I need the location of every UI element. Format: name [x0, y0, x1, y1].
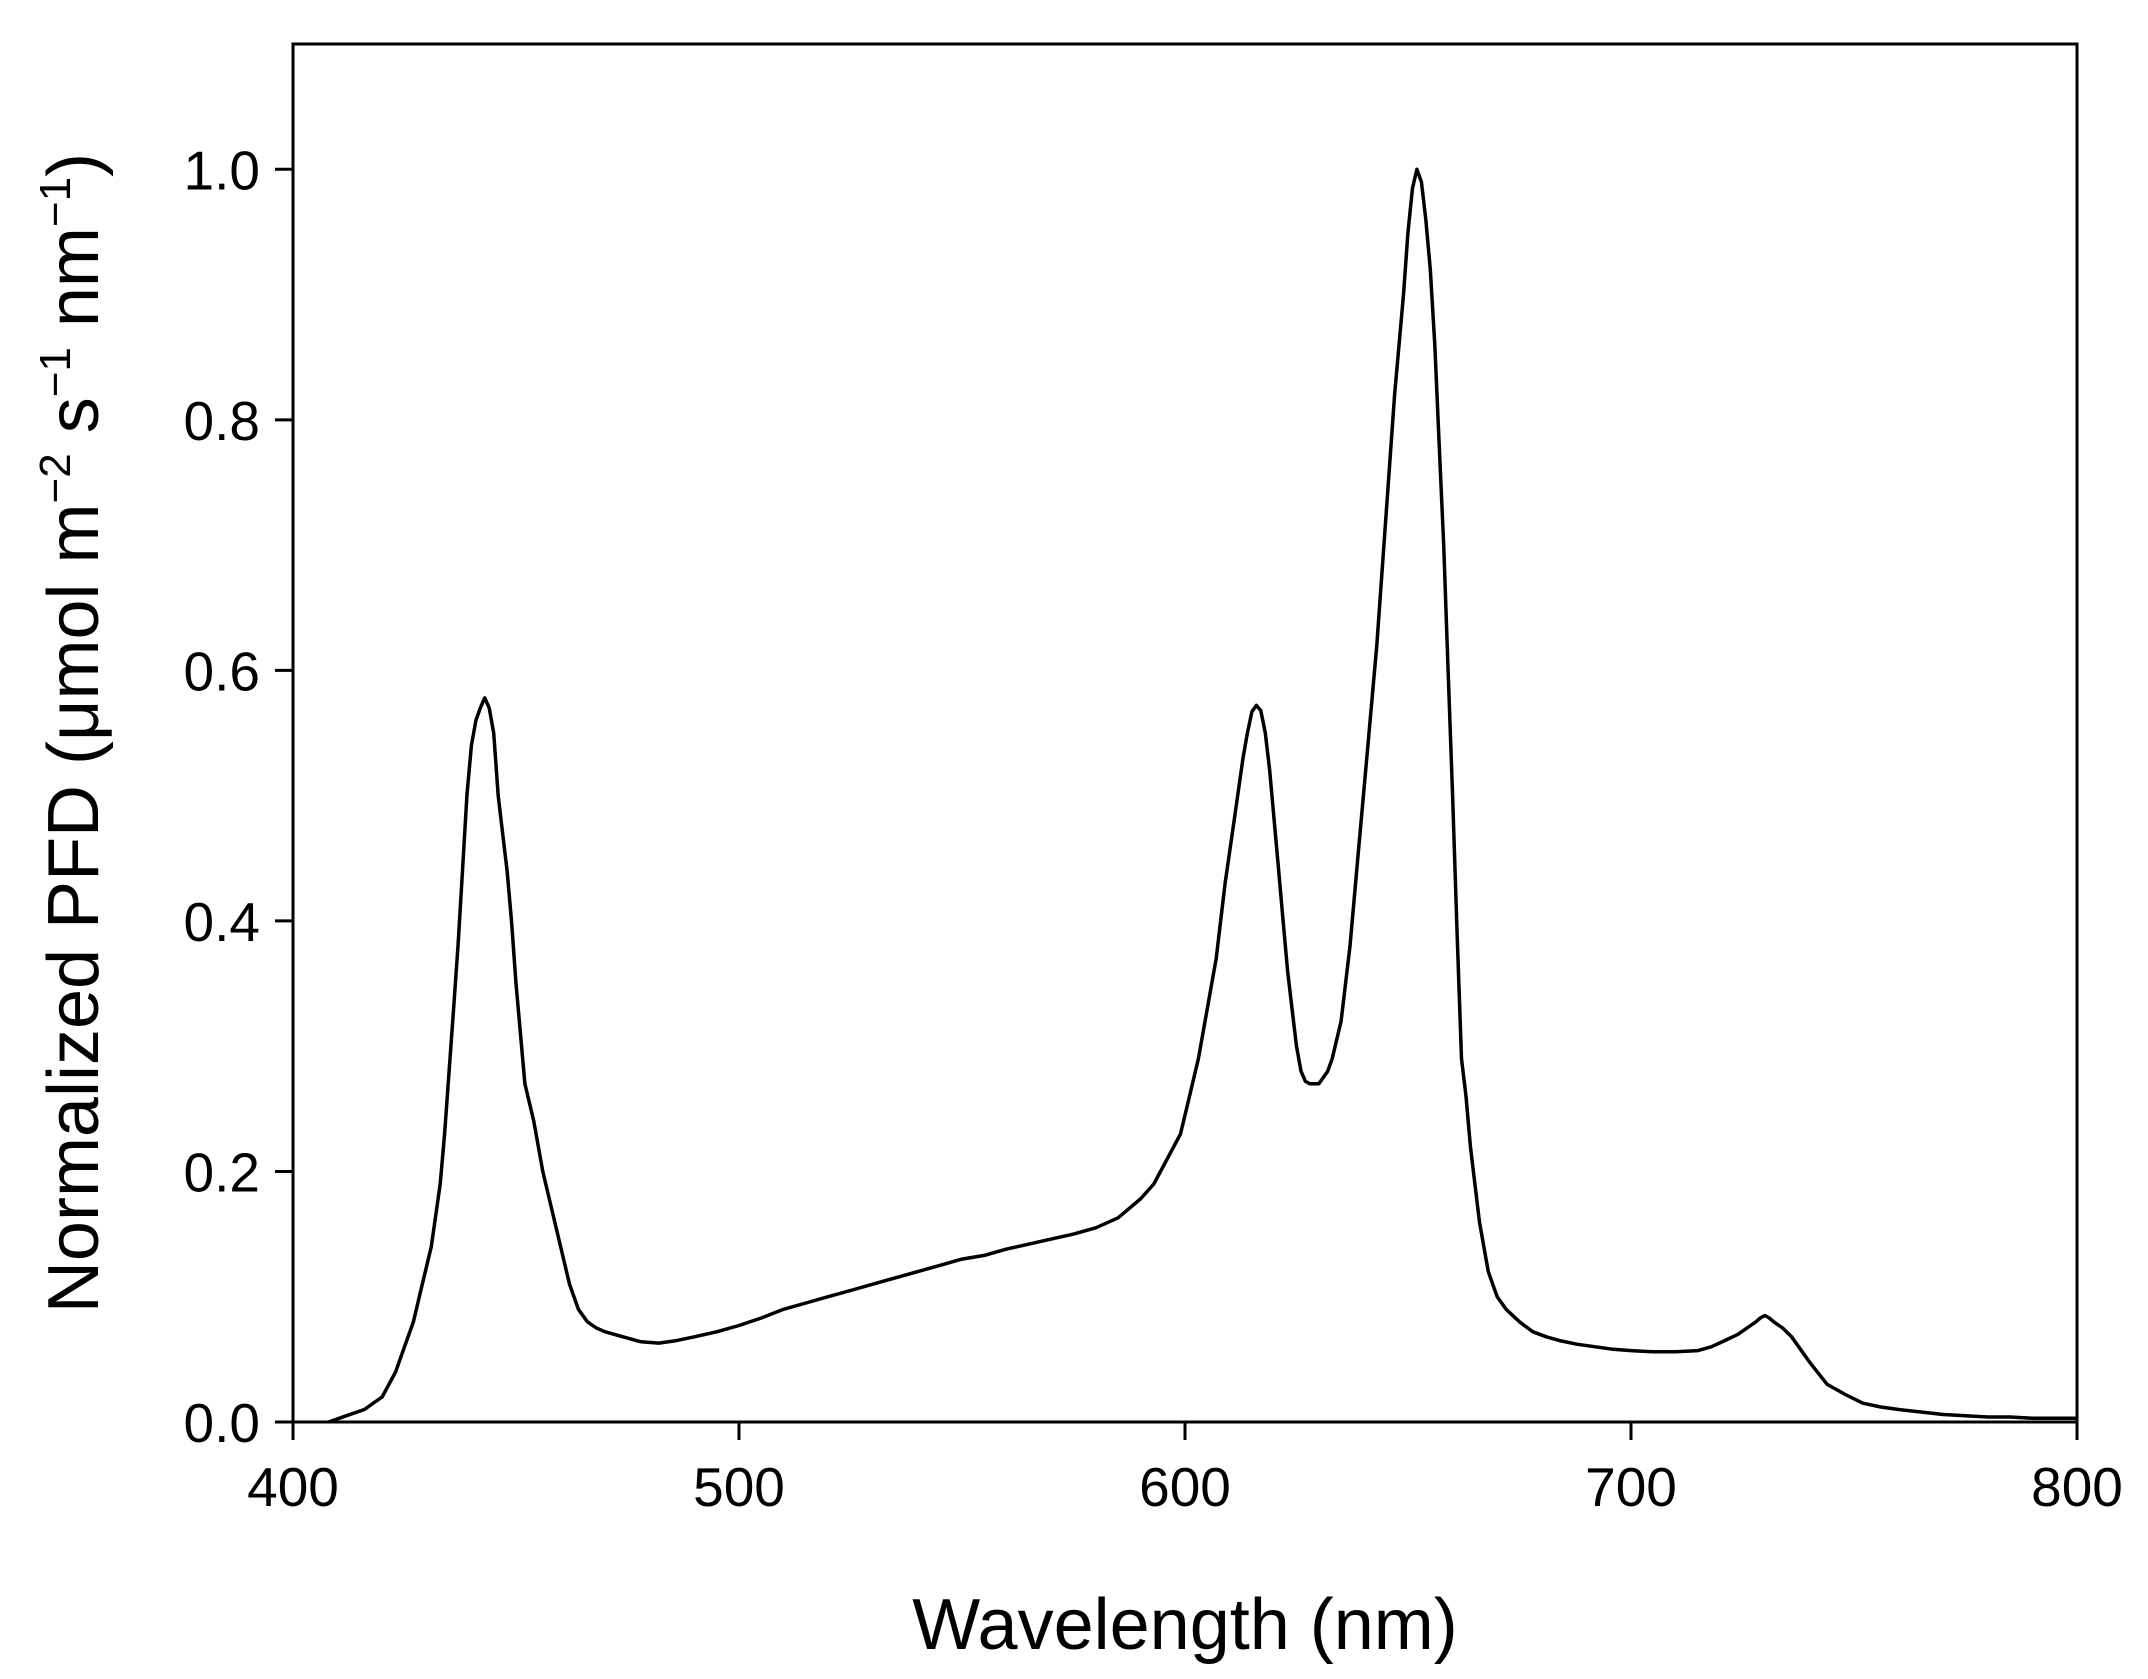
x-axis-title: Wavelength (nm) — [912, 1585, 1458, 1665]
plot-frame — [291, 42, 2079, 1424]
x-tick-label: 600 — [1139, 1456, 1231, 1518]
y-tick-label: 1.0 — [184, 139, 260, 201]
x-tick-label: 800 — [2031, 1456, 2123, 1518]
x-tick-label: 400 — [247, 1456, 339, 1518]
y-tick-label: 0.4 — [184, 891, 260, 953]
y-axis-title-superscript: −2 — [31, 453, 80, 503]
y-tick-label: 0.2 — [184, 1141, 260, 1203]
y-axis-title-part: s — [34, 397, 114, 453]
x-tick-label: 700 — [1585, 1456, 1677, 1518]
y-axis-title: Normalized PFD (μmol m−2 s−1 nm−1) — [31, 153, 114, 1313]
y-tick-label: 0.6 — [184, 640, 260, 702]
y-axis-title-superscript: −1 — [31, 347, 80, 397]
y-axis-title-part: ) — [34, 153, 114, 177]
y-tick-label: 0.0 — [184, 1392, 260, 1454]
y-tick-label: 0.8 — [184, 390, 260, 452]
x-axis: 400 500 600 700 800 — [247, 1422, 2123, 1518]
spectrum-line — [328, 167, 2077, 1424]
x-tick-label: 500 — [693, 1456, 785, 1518]
y-axis-title-superscript: −1 — [31, 177, 80, 227]
y-axis-title-part: Normalized PFD (μmol m — [34, 503, 114, 1313]
y-axis-title-part: nm — [34, 227, 114, 347]
y-axis: 0.0 0.2 0.4 0.6 0.8 1.0 — [184, 139, 293, 1454]
